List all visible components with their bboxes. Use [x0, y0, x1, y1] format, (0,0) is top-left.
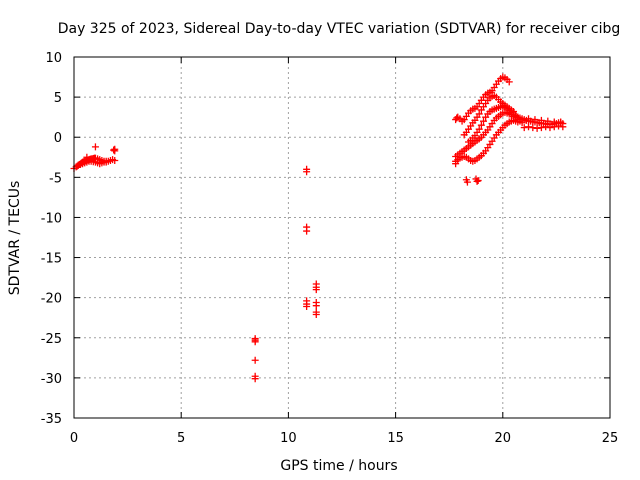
- data-point: [110, 146, 118, 154]
- y-tick-label: -30: [41, 372, 62, 387]
- data-points: [70, 73, 567, 383]
- data-point: [475, 110, 483, 118]
- data-point: [480, 117, 488, 125]
- y-tick-label: -20: [41, 292, 62, 307]
- data-point: [525, 115, 533, 123]
- data-point: [559, 123, 567, 131]
- data-point: [102, 157, 110, 165]
- x-tick-label: 20: [495, 431, 512, 446]
- data-point: [525, 123, 533, 131]
- y-tick-label: -5: [49, 171, 62, 186]
- data-point: [83, 153, 91, 161]
- x-tick-label: 15: [387, 431, 404, 446]
- data-point: [477, 121, 485, 129]
- data-point: [557, 118, 565, 126]
- plot-frame: [73, 56, 611, 419]
- data-point: [303, 168, 311, 176]
- data-point: [463, 178, 471, 186]
- data-point: [251, 356, 259, 364]
- data-point: [91, 143, 99, 151]
- data-point: [529, 124, 537, 132]
- x-tick-labels: 0 5 10 15 20 25: [70, 431, 618, 446]
- data-point: [312, 286, 320, 294]
- data-point: [505, 78, 513, 86]
- y-tick-label: 0: [54, 131, 62, 146]
- data-point: [550, 118, 558, 126]
- y-tick-labels: -35 -30 -25 -20 -15 -10 -5 0 5 10: [41, 51, 62, 427]
- data-point: [453, 114, 461, 122]
- data-point: [312, 302, 320, 310]
- data-point: [544, 117, 552, 125]
- y-tick-label: -15: [41, 252, 62, 267]
- data-point: [251, 336, 259, 344]
- data-point: [531, 116, 539, 124]
- chart-title: Day 325 of 2023, Sidereal Day-to-day VTE…: [58, 21, 621, 37]
- y-tick-label: 10: [45, 51, 62, 66]
- data-point: [303, 302, 311, 310]
- y-tick-label: -35: [41, 412, 62, 427]
- data-point: [473, 177, 481, 185]
- data-point: [537, 124, 545, 132]
- x-tick-label: 0: [70, 431, 78, 446]
- data-point: [251, 375, 259, 383]
- data-point: [555, 122, 563, 130]
- data-point: [474, 177, 482, 185]
- data-point: [542, 123, 550, 131]
- x-tick-label: 10: [280, 431, 297, 446]
- y-tick-label: -25: [41, 332, 62, 347]
- data-point: [533, 124, 541, 132]
- data-point: [546, 124, 554, 132]
- grid-lines: [74, 57, 610, 418]
- data-point: [111, 156, 119, 164]
- y-tick-label: 5: [54, 91, 62, 106]
- y-axis-label: SDTVAR / TECUs: [7, 181, 23, 296]
- data-point: [111, 147, 119, 155]
- y-tick-label: -10: [41, 211, 62, 226]
- tick-marks: [73, 56, 611, 419]
- x-tick-label: 25: [602, 431, 619, 446]
- data-point: [312, 311, 320, 319]
- data-point: [537, 116, 545, 124]
- x-tick-label: 5: [177, 431, 185, 446]
- data-point: [475, 125, 483, 133]
- x-axis-label: GPS time / hours: [280, 458, 397, 474]
- data-point: [520, 124, 528, 132]
- data-point: [303, 227, 311, 235]
